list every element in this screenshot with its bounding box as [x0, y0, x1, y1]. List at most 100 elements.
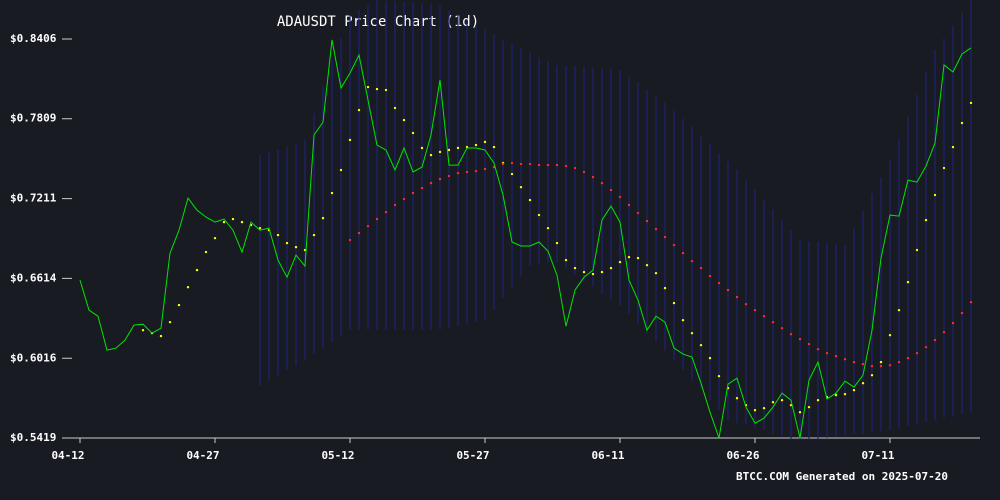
- ma-dot: [672, 301, 676, 305]
- ma-dot: [690, 331, 694, 335]
- ma-dot: [906, 356, 910, 360]
- ma-dot: [213, 236, 217, 240]
- ma-dot: [888, 363, 892, 367]
- ma-dot: [141, 329, 145, 332]
- ma-dot: [708, 356, 712, 360]
- ma-dot: [618, 195, 622, 199]
- ma-dot: [924, 218, 928, 222]
- ma-dot: [897, 360, 901, 364]
- ma-dot: [582, 270, 586, 274]
- ma-dot: [339, 168, 343, 172]
- ma-dot: [969, 300, 973, 304]
- ma-dot: [528, 162, 532, 166]
- ma-dot: [231, 217, 235, 221]
- ma-dot: [870, 364, 874, 368]
- y-tick-label: $0.6614: [10, 271, 57, 284]
- ma-dot: [546, 163, 550, 167]
- ma-dot: [816, 347, 820, 351]
- ma-dot: [915, 248, 919, 252]
- ma-dot: [888, 333, 892, 337]
- ma-dot: [546, 226, 550, 230]
- ma-dot: [564, 258, 568, 262]
- ma-dot: [699, 343, 703, 347]
- ma-dot: [420, 186, 424, 190]
- ma-dot: [933, 338, 937, 342]
- ma-dot: [690, 259, 694, 263]
- ma-dot: [825, 351, 829, 355]
- ma-dot: [636, 211, 640, 215]
- ma-dot: [717, 281, 721, 285]
- ma-dot: [600, 270, 604, 274]
- ma-dot: [240, 220, 244, 224]
- ma-dot: [654, 227, 658, 231]
- footer: BTCC.COM Generated on 2025-07-20: [736, 470, 948, 483]
- ma-dot: [645, 263, 649, 267]
- ma-dot: [366, 85, 370, 89]
- ma-dot: [294, 245, 298, 249]
- ma-dot: [744, 302, 748, 306]
- ma-dot: [519, 162, 523, 166]
- ma-dot: [879, 364, 883, 368]
- ma-dot: [375, 217, 379, 221]
- ma-dot: [456, 146, 460, 150]
- ma-dot: [330, 191, 334, 195]
- ma-dot: [861, 382, 865, 385]
- ma-dot: [393, 106, 397, 110]
- ma-dot: [618, 260, 622, 264]
- ma-dot: [753, 308, 757, 312]
- x-tick-label: 04-27: [186, 449, 219, 462]
- ma-dot: [438, 177, 442, 181]
- ma-dot: [312, 233, 316, 237]
- x-tick-label: 04-12: [51, 449, 84, 462]
- chart-title: ADAUSDT Price Chart (1d): [277, 14, 479, 30]
- ma-dot: [762, 407, 766, 410]
- ma-dot: [456, 171, 460, 175]
- ma-dot: [798, 337, 802, 341]
- ma-dot: [789, 333, 793, 336]
- ma-dot: [447, 174, 451, 178]
- ma-dot: [555, 163, 559, 167]
- ma-dot: [222, 220, 226, 224]
- ma-dot: [969, 101, 973, 105]
- ma-dot: [402, 197, 406, 201]
- ma-dot: [960, 121, 964, 125]
- ma-dot: [582, 170, 586, 174]
- x-tick-label: 06-26: [726, 449, 759, 462]
- ma-dot: [384, 88, 388, 92]
- ma-dot: [204, 250, 208, 254]
- ma-dot: [726, 288, 730, 292]
- ma-dot: [474, 143, 478, 147]
- ma-dot: [627, 203, 631, 207]
- ma-dot: [897, 308, 901, 312]
- price-line: [79, 39, 972, 439]
- ma-dot: [591, 272, 595, 276]
- ma-dot: [366, 224, 370, 228]
- ma-dot: [177, 303, 181, 307]
- ma-dot: [402, 118, 406, 122]
- ma-dot: [933, 193, 937, 197]
- ma-dot: [762, 314, 766, 318]
- ma-dot: [186, 285, 190, 289]
- ma-dot: [681, 251, 685, 255]
- ma-dot: [321, 216, 325, 220]
- ma-dot: [834, 393, 838, 397]
- ma-dot: [807, 342, 811, 346]
- ma-dot: [942, 331, 946, 334]
- ma-dot: [555, 241, 559, 245]
- x-tick-label: 05-27: [456, 449, 489, 462]
- ma-dot: [708, 274, 712, 278]
- ma-dot: [942, 166, 946, 170]
- ma-dot: [168, 320, 172, 324]
- ma-dot: [510, 172, 514, 176]
- ma-dot: [348, 138, 352, 142]
- ma-dot: [663, 286, 667, 290]
- ma-dot: [906, 280, 910, 284]
- ma-dot: [771, 320, 775, 324]
- ma-dot: [843, 392, 847, 396]
- ma-dot: [816, 398, 820, 402]
- ma-dot: [438, 150, 442, 154]
- ma-dot: [870, 374, 874, 377]
- ma-dot: [357, 108, 361, 112]
- ma-dot: [672, 243, 676, 247]
